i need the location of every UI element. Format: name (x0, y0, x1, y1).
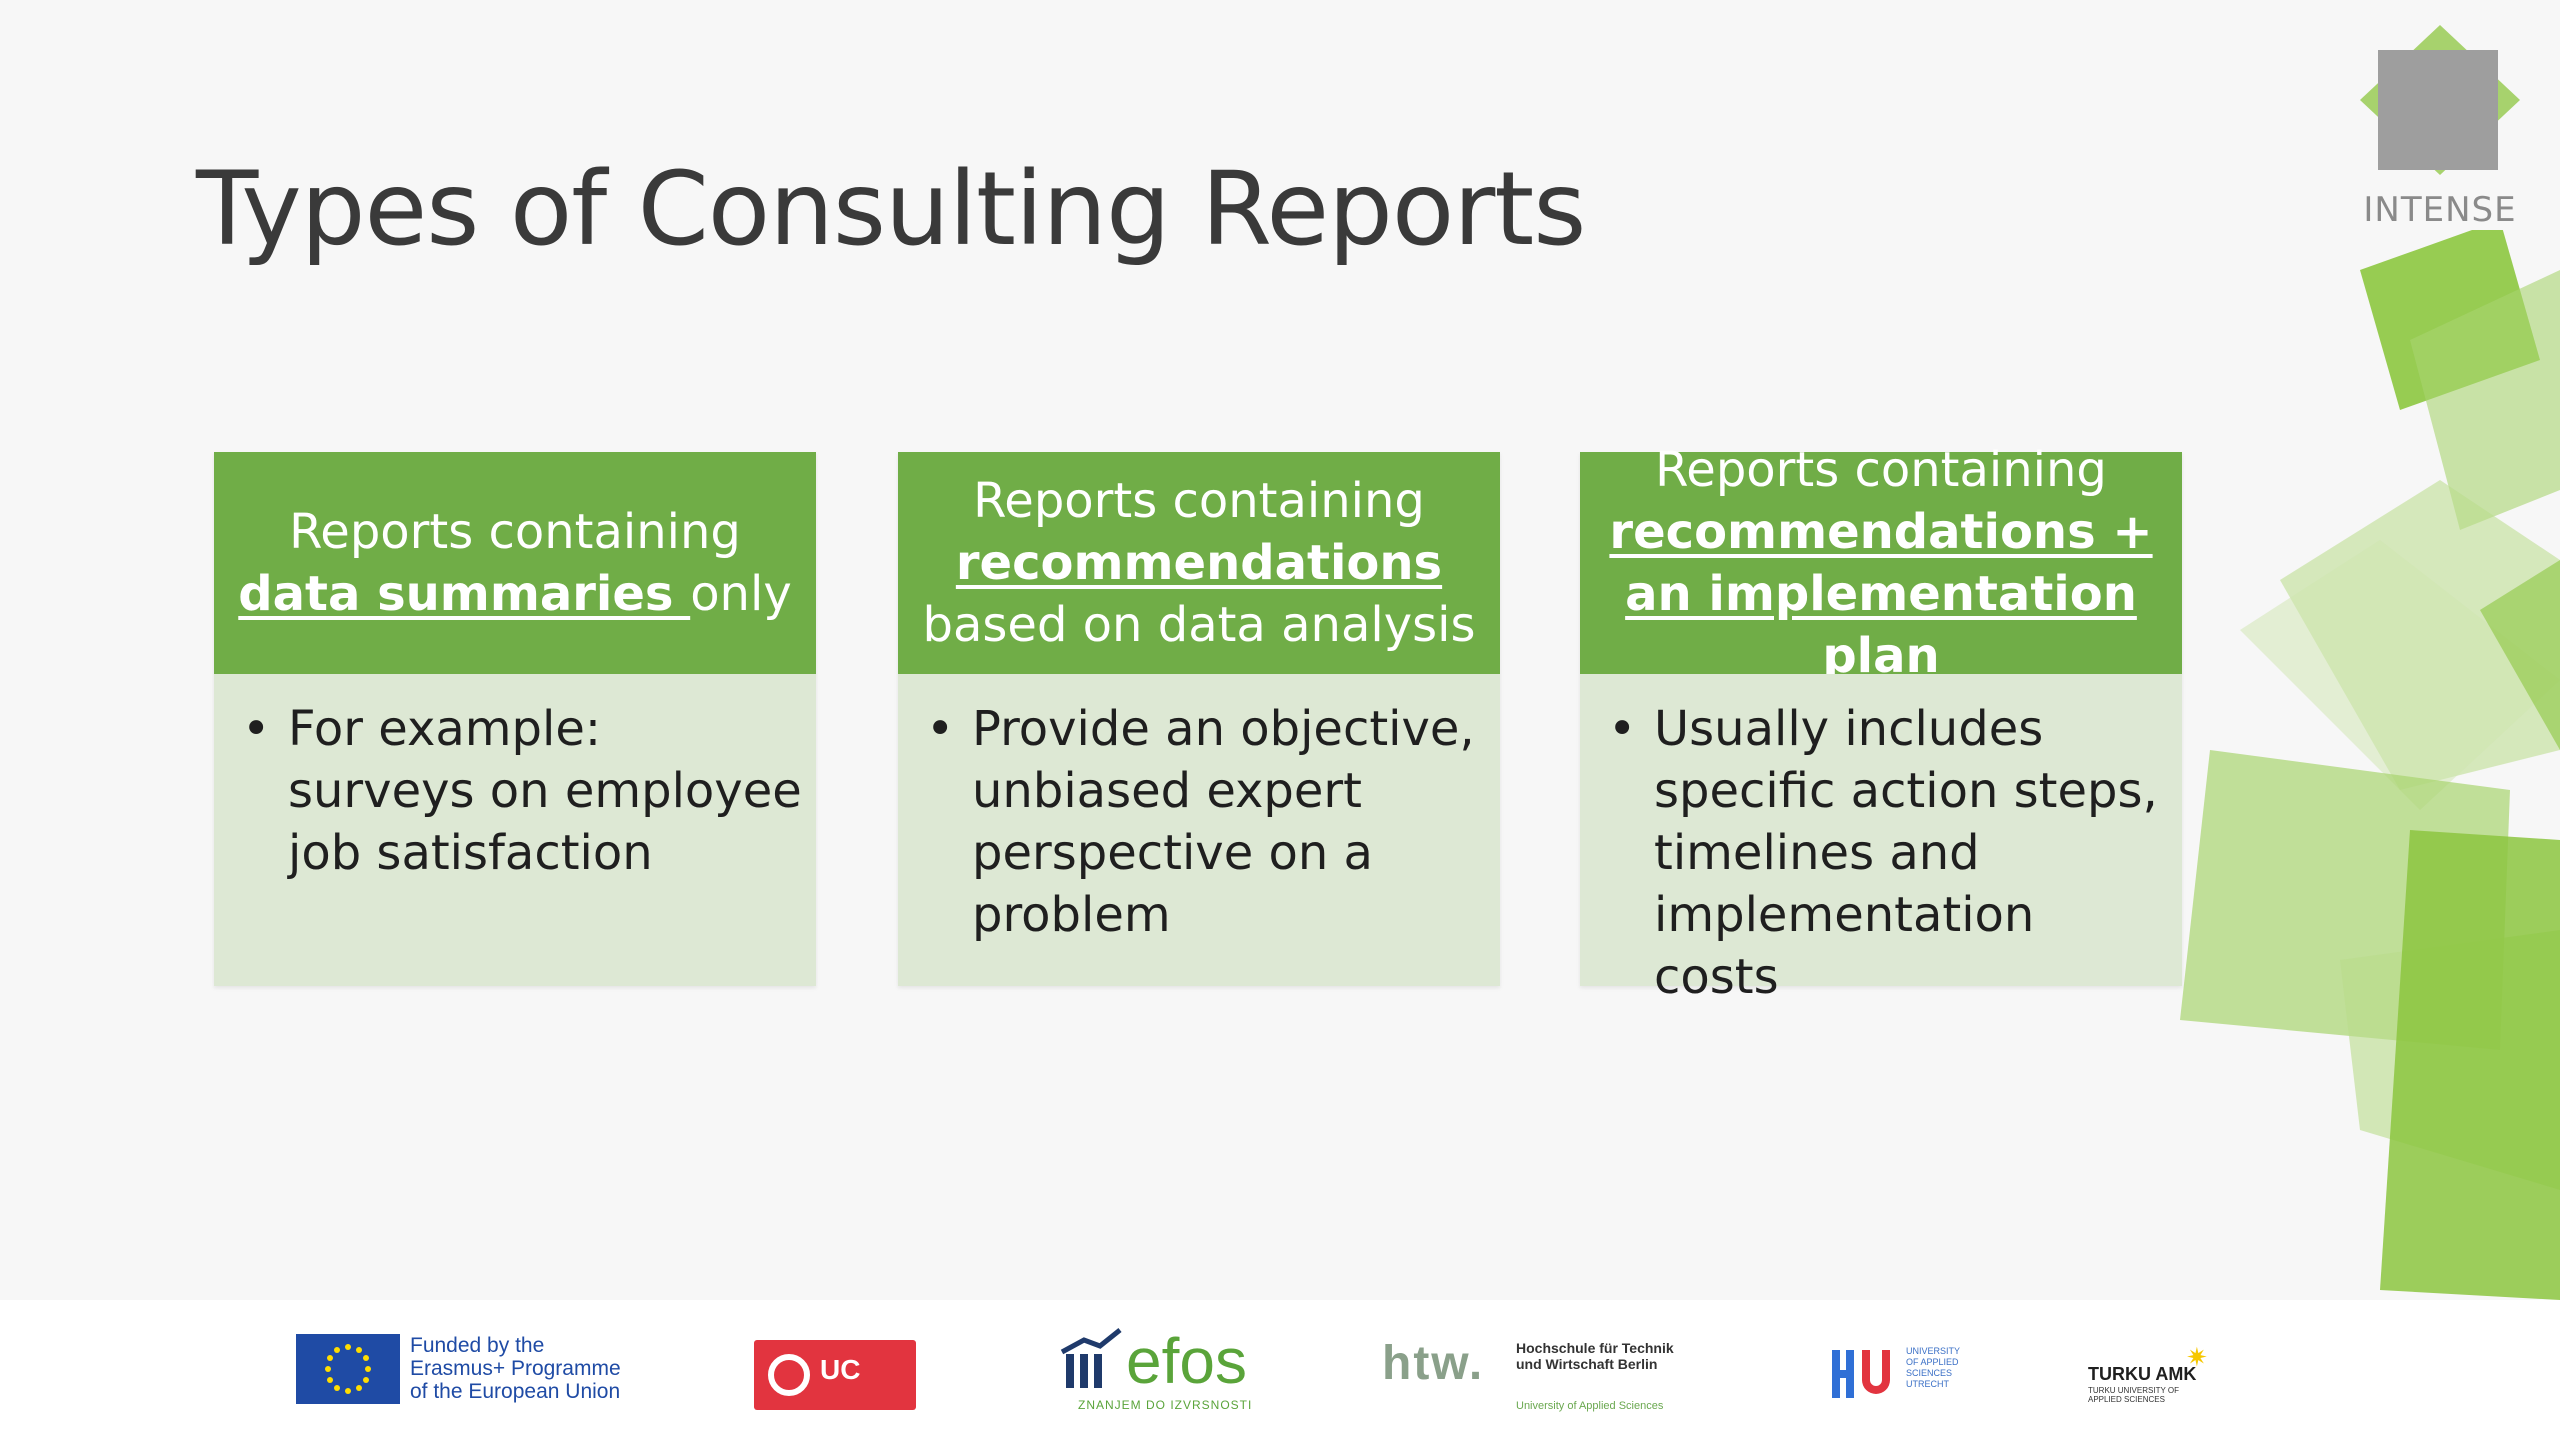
card-header: Reports containing data summaries only (214, 452, 816, 674)
card-recommendations: Reports containing recommendations based… (898, 452, 1500, 986)
efos-pillars-icon (1060, 1328, 1122, 1388)
card-header-line1: Reports containing (973, 473, 1425, 529)
turku-logo-subtitle: TURKU UNIVERSITY OF APPLIED SCIENCES (2088, 1386, 2179, 1404)
intense-logo: INTENSE (2340, 20, 2540, 230)
card-data-summaries: Reports containing data summaries only •… (214, 452, 816, 986)
eu-flag-icon (296, 1334, 400, 1404)
page-title: Types of Consulting Reports (196, 150, 1586, 269)
efos-logo-text: efos (1126, 1325, 1247, 1397)
bullet-text: Usually includes specific action steps, … (1654, 701, 2158, 1005)
ucll-logo-text: UC (820, 1354, 861, 1385)
intense-logo-text: INTENSE (2363, 190, 2517, 230)
card-implementation-plan: Reports containing recommendations + an … (1580, 442, 2182, 1005)
turku-logo-text: TURKU AMK (2088, 1364, 2197, 1384)
ucll-logo: UC (754, 1340, 916, 1410)
sun-icon: ✷ (2186, 1342, 2208, 1372)
eu-funding-text: Funded by the Erasmus+ Programme of the … (410, 1334, 621, 1403)
decorative-squares (2180, 230, 2560, 1300)
card-body: • Provide an objective, unbiased expert … (898, 674, 1500, 986)
bullet-text: Provide an objective, unbiased expert pe… (972, 701, 1475, 943)
ucll-circle-icon (768, 1354, 810, 1396)
card-body: • For example: surveys on employee job s… (214, 674, 816, 986)
slide-canvas: INTENSE Types of Consulting Reports Repo… (196, 20, 2560, 1300)
card-header-tail: only (690, 566, 792, 622)
bullet-dot-icon: • (1608, 701, 1637, 757)
hu-logo-subtitle: UNIVERSITY OF APPLIED SCIENCES UTRECHT (1906, 1346, 1961, 1389)
htw-logo-text: htw. (1382, 1337, 1485, 1390)
card-header-emphasis: recommendations + an implementation plan (1609, 504, 2153, 684)
htw-logo-subtitle: Hochschule für Technik und Wirtschaft Be… (1516, 1340, 1674, 1372)
partner-logos-footer: Funded by the Erasmus+ Programme of the … (0, 1300, 2560, 1440)
efos-logo-subtitle: ZNANJEM DO IZVRSNOSTI (1078, 1398, 1253, 1412)
hu-logo-icon (1832, 1350, 1890, 1398)
card-header-emphasis: recommendations (955, 535, 1443, 591)
bullet-dot-icon: • (242, 701, 271, 757)
bullet-item: • Provide an objective, unbiased expert … (926, 698, 1486, 946)
card-header: Reports containing recommendations based… (898, 452, 1500, 674)
card-header-tail: based on data analysis (922, 597, 1476, 653)
bullet-item: • Usually includes specific action steps… (1608, 698, 2168, 1008)
htw-logo-tagline: University of Applied Sciences (1516, 1400, 1664, 1412)
bullet-item: • For example: surveys on employee job s… (242, 698, 802, 884)
card-header-line1: Reports containing (1655, 442, 2107, 498)
bullet-text: For example: surveys on employee job sat… (288, 701, 802, 881)
card-header-line1: Reports containing (289, 504, 741, 560)
card-header-emphasis: data summaries (238, 566, 691, 622)
card-body: • Usually includes specific action steps… (1580, 674, 2182, 1005)
card-header: Reports containing recommendations + an … (1580, 442, 2182, 684)
bullet-dot-icon: • (926, 701, 955, 757)
